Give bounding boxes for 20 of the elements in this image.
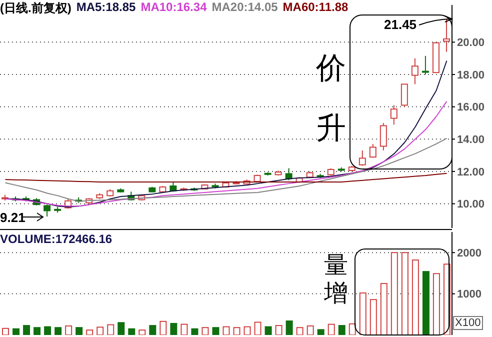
annotation: 21.45 (384, 17, 417, 32)
y-tick-label: 2000 (457, 248, 482, 260)
text: MA10:16.34 (140, 0, 207, 16)
y-tick-label: 1000 (457, 288, 482, 301)
annotation: 量增 (324, 252, 349, 308)
y-tick-label: 12.00 (457, 166, 485, 178)
chart-title: VOLUME:172466.16 (0, 232, 112, 246)
y-tick-label: 10.00 (457, 198, 485, 211)
y-tick-label: 14.00 (457, 134, 485, 146)
annotation: 9.21 (0, 210, 26, 225)
annotation: 价 (316, 51, 346, 87)
chart-title: (日线.前复权) (0, 0, 72, 17)
text: MA60:11.88 (282, 0, 348, 16)
y-tick-label: 20.00 (457, 37, 485, 50)
y-tick-label: 18.00 (457, 69, 485, 82)
text: X100 (453, 316, 483, 330)
text: MA20:14.05 (212, 0, 278, 16)
y-tick-label: 16.00 (457, 102, 485, 114)
annotation: 升 (316, 111, 346, 147)
text: MA5:18.85 (76, 0, 136, 16)
